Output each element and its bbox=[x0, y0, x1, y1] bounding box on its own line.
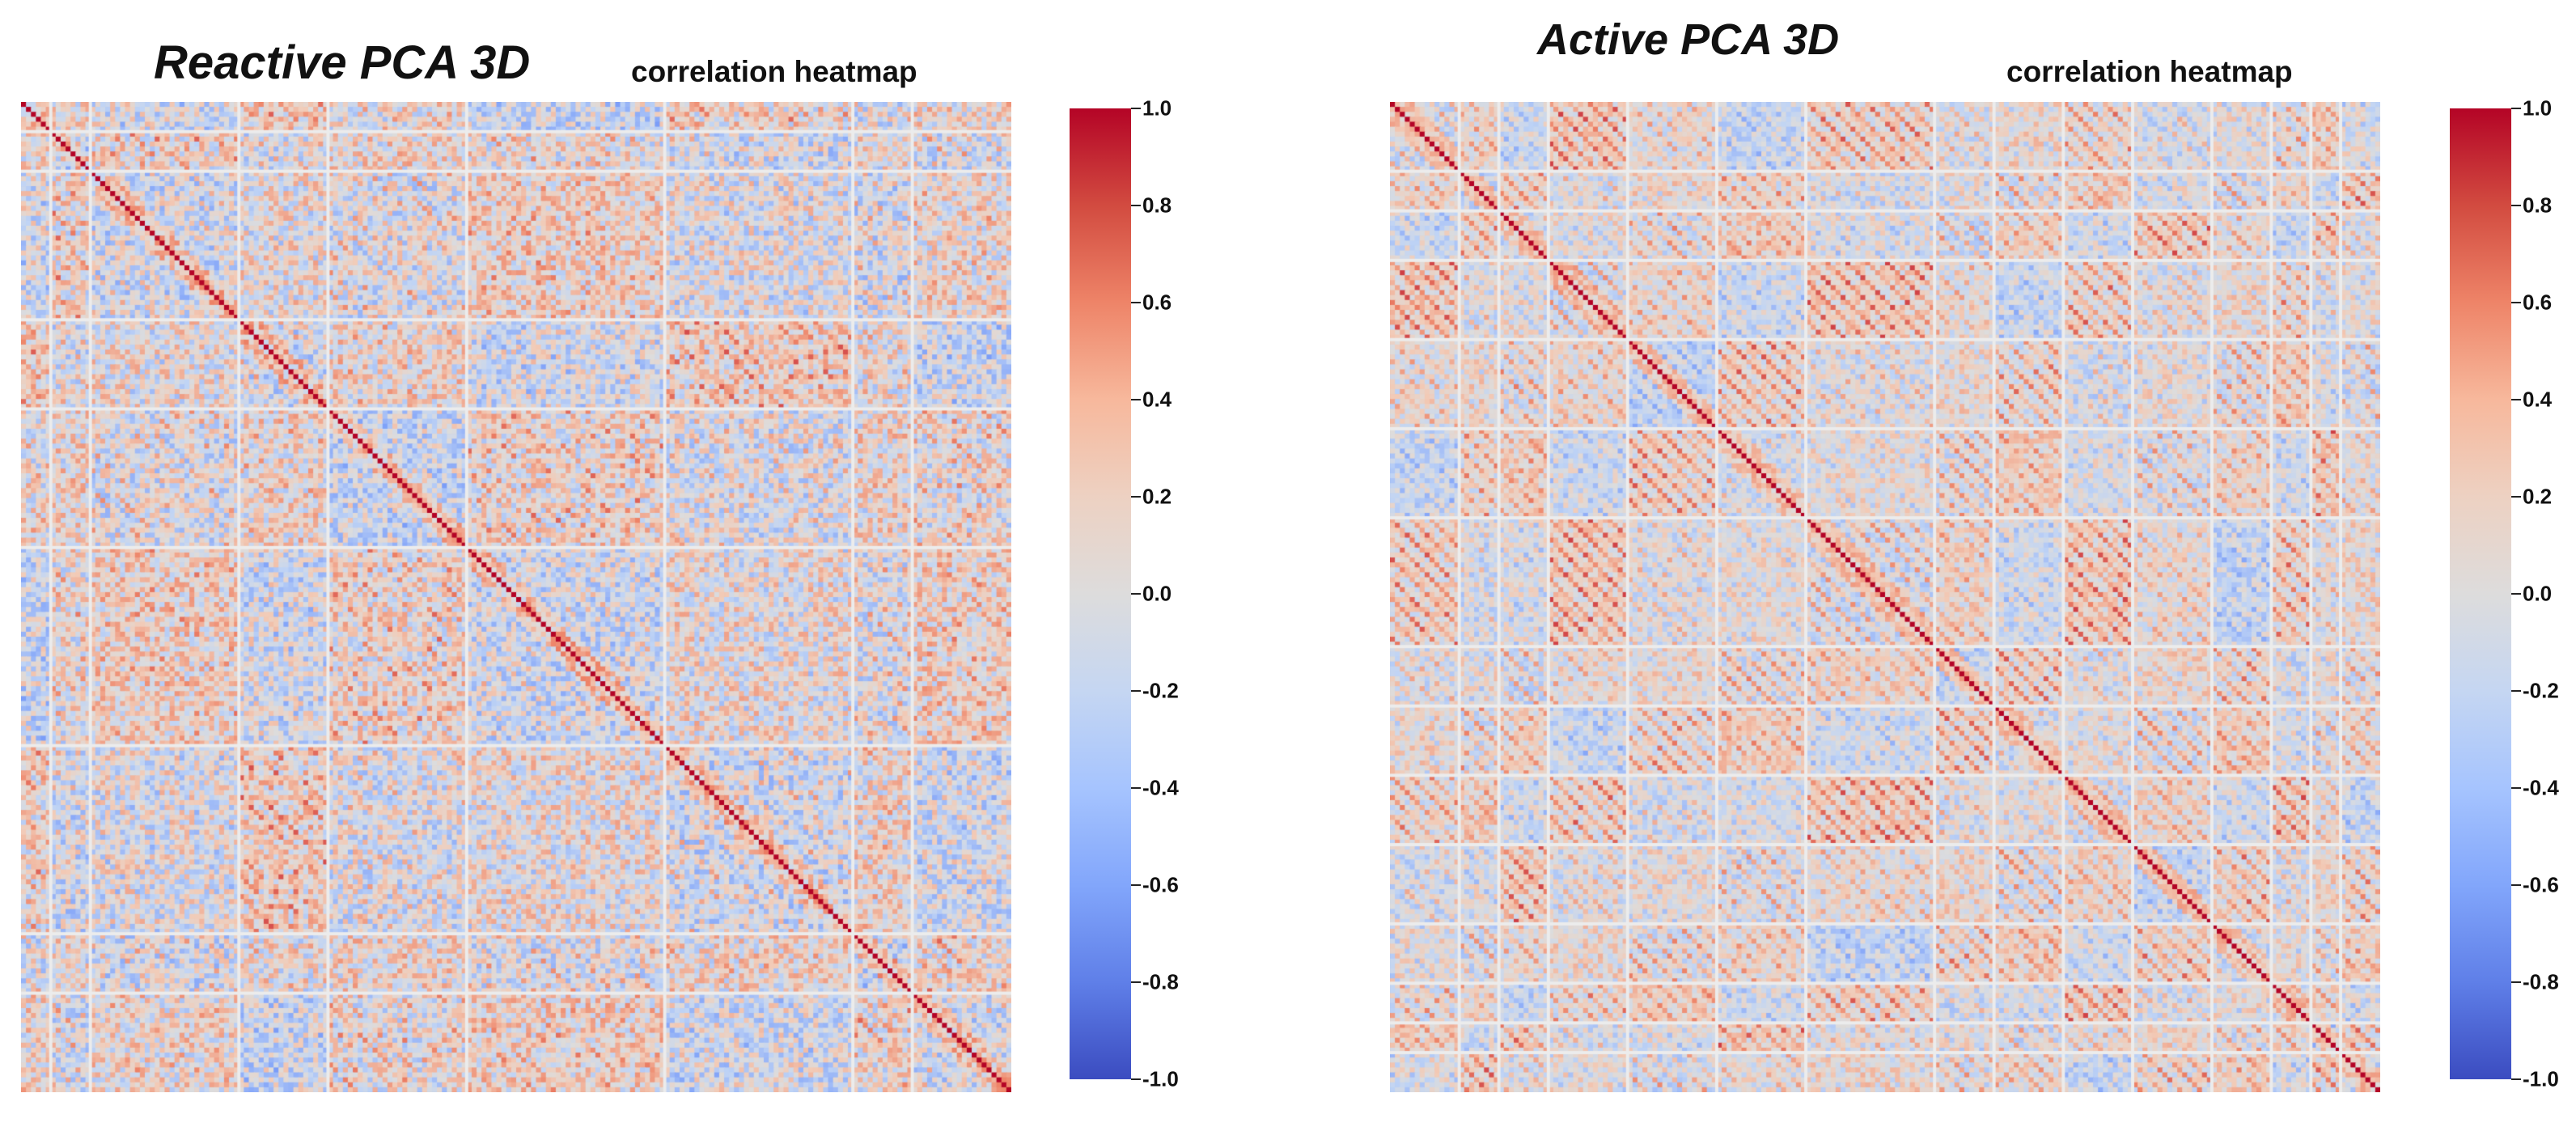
colorbar-tick-label: -0.8 bbox=[2523, 969, 2559, 994]
colorbar-tick-label: 0.0 bbox=[1142, 581, 1172, 606]
colorbar-tick-mark bbox=[2511, 593, 2521, 595]
colorbar-tick-label: -0.2 bbox=[2523, 678, 2559, 703]
colorbar-tick-label: -0.8 bbox=[1142, 969, 1179, 994]
colorbar-tick-mark bbox=[1131, 1078, 1141, 1080]
colorbar-tick-label: -1.0 bbox=[2523, 1066, 2559, 1091]
colorbar-tick-label: -1.0 bbox=[1142, 1066, 1179, 1091]
colorbar-tick-mark bbox=[2511, 399, 2521, 400]
colorbar-tick-label: 0.4 bbox=[2523, 387, 2553, 412]
reactive-chart-subtitle: correlation heatmap bbox=[631, 55, 917, 88]
colorbar-tick-mark bbox=[1131, 108, 1141, 109]
colorbar-tick-mark bbox=[2511, 981, 2521, 983]
colorbar-tick-mark bbox=[2511, 787, 2521, 789]
colorbar-tick-label: 0.2 bbox=[2523, 484, 2553, 509]
colorbar-tick-label: 0.0 bbox=[2523, 581, 2553, 606]
colorbar-tick-label: -0.6 bbox=[2523, 872, 2559, 897]
colorbar-tick-label: 1.0 bbox=[1142, 95, 1172, 121]
active-pca-panel: Active PCA 3D correlation heatmap 1.0 0.8… bbox=[1288, 0, 2576, 1127]
colorbar-tick-mark bbox=[1131, 981, 1141, 983]
reactive-colorbar bbox=[1070, 108, 1131, 1079]
colorbar-tick-mark bbox=[2511, 1078, 2521, 1080]
reactive-pca-panel: Reactive PCA 3D correlation heatmap 1.0 0… bbox=[21, 36, 1179, 1092]
active-correlation-heatmap bbox=[1390, 102, 2380, 1092]
colorbar-tick-mark bbox=[2511, 496, 2521, 498]
active-colorbar bbox=[2450, 108, 2511, 1079]
colorbar-tick-label: -0.2 bbox=[1142, 678, 1179, 703]
colorbar-tick-label: 0.2 bbox=[1142, 484, 1172, 509]
colorbar-tick-mark bbox=[1131, 787, 1141, 789]
active-chart-subtitle: correlation heatmap bbox=[2006, 55, 2293, 88]
colorbar-tick-mark bbox=[1131, 496, 1141, 498]
colorbar-tick-label: -0.4 bbox=[1142, 775, 1179, 800]
reactive-correlation-heatmap bbox=[21, 102, 1011, 1092]
colorbar-tick-mark bbox=[2511, 205, 2521, 206]
colorbar-tick-label: 0.8 bbox=[1142, 193, 1172, 218]
colorbar-tick-label: 0.4 bbox=[1142, 387, 1172, 412]
colorbar-tick-label: -0.4 bbox=[2523, 775, 2559, 800]
colorbar-tick-mark bbox=[2511, 108, 2521, 109]
colorbar-tick-label: 0.8 bbox=[2523, 193, 2553, 218]
colorbar-tick-label: -0.6 bbox=[1142, 872, 1179, 897]
colorbar-tick-mark bbox=[2511, 690, 2521, 692]
colorbar-tick-mark bbox=[2511, 884, 2521, 886]
colorbar-tick-label: 1.0 bbox=[2523, 95, 2553, 121]
colorbar-tick-mark bbox=[1131, 690, 1141, 692]
colorbar-tick-mark bbox=[1131, 593, 1141, 595]
active-chart-title: Active PCA 3D bbox=[1537, 15, 1840, 64]
colorbar-tick-label: 0.6 bbox=[1142, 290, 1172, 315]
colorbar-tick-mark bbox=[1131, 884, 1141, 886]
reactive-chart-title: Reactive PCA 3D bbox=[154, 36, 531, 89]
colorbar-tick-mark bbox=[1131, 302, 1141, 303]
colorbar-tick-label: 0.6 bbox=[2523, 290, 2553, 315]
colorbar-tick-mark bbox=[2511, 302, 2521, 303]
colorbar-tick-mark bbox=[1131, 205, 1141, 206]
colorbar-tick-mark bbox=[1131, 399, 1141, 400]
